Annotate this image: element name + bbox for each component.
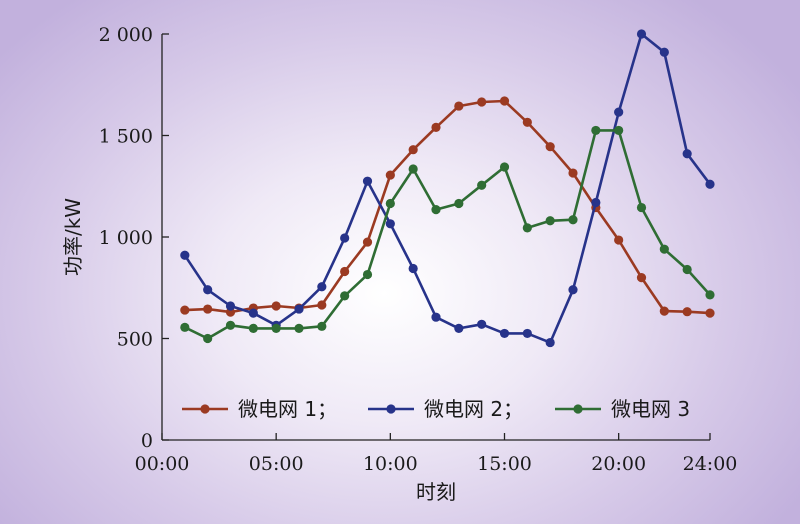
series-1-point bbox=[385, 170, 395, 180]
series-1-point bbox=[203, 304, 213, 314]
legend-label: 微电网 1； bbox=[238, 397, 337, 421]
series-1-point bbox=[682, 307, 692, 317]
series-2-point bbox=[362, 176, 373, 186]
series-3-point bbox=[705, 290, 715, 300]
series-1-point bbox=[340, 266, 350, 277]
series-1-point bbox=[545, 142, 555, 152]
series-1-point bbox=[659, 306, 669, 316]
series-1-point bbox=[568, 168, 578, 178]
legend-item-2: 微电网 2； bbox=[368, 397, 523, 421]
series-2-point bbox=[568, 285, 578, 295]
series-3-point bbox=[248, 323, 258, 333]
y-tick-label: 0 bbox=[141, 430, 153, 452]
legend-swatch-marker bbox=[573, 404, 583, 414]
legend-swatch-marker bbox=[200, 404, 210, 414]
series-1-point bbox=[705, 308, 715, 318]
series-3-point bbox=[454, 198, 464, 209]
y-tick-label: 2 000 bbox=[99, 24, 153, 46]
series-2-point bbox=[522, 328, 532, 339]
series-3-point bbox=[271, 323, 281, 333]
series-2-line bbox=[183, 32, 712, 344]
series-3-point bbox=[568, 215, 578, 225]
series-3-point bbox=[522, 223, 532, 233]
series-1-point bbox=[362, 237, 373, 247]
series-2-point bbox=[659, 47, 669, 57]
series-1-point bbox=[499, 96, 510, 106]
y-tick-label: 1 000 bbox=[99, 227, 153, 249]
series-2-point bbox=[499, 328, 510, 339]
series-3-point bbox=[340, 291, 350, 301]
series-2-point bbox=[705, 179, 715, 189]
series-3-point bbox=[659, 244, 669, 254]
legend-item-3: 微电网 3 bbox=[555, 397, 690, 421]
series-2-point bbox=[340, 233, 350, 243]
axis-ticks: 0 500 1 000 1 500 2 000 00:00 05:00 10:00 15:00 2… bbox=[99, 24, 738, 475]
series-2-point bbox=[317, 282, 327, 292]
series-2-point bbox=[408, 263, 418, 274]
series-1-point bbox=[431, 122, 441, 132]
series-2-point bbox=[385, 219, 395, 229]
series-2-point bbox=[225, 301, 236, 311]
series-3-point bbox=[499, 162, 510, 172]
series-2-point bbox=[591, 197, 601, 208]
series-3-point bbox=[408, 164, 418, 174]
series-3-point bbox=[180, 322, 190, 332]
series-2-point bbox=[248, 308, 258, 318]
series-1-point bbox=[636, 273, 647, 283]
series-3-point bbox=[636, 202, 647, 213]
series-1-point bbox=[317, 300, 327, 310]
series-1-point bbox=[180, 305, 190, 315]
y-axis-title: 功率/kW bbox=[61, 198, 85, 276]
x-axis-title: 时刻 bbox=[416, 480, 456, 504]
series-2-point bbox=[636, 29, 647, 39]
series-2-point bbox=[294, 304, 304, 314]
series-2-point bbox=[682, 149, 692, 159]
x-tick-label: 15:00 bbox=[477, 453, 532, 475]
series-1-point bbox=[454, 101, 464, 111]
y-tick-label: 1 500 bbox=[99, 126, 153, 148]
series-2 bbox=[180, 29, 715, 348]
series-3-point bbox=[431, 204, 441, 215]
series-2-point bbox=[203, 285, 213, 295]
series-2-point bbox=[454, 323, 464, 333]
series-3-point bbox=[225, 320, 236, 330]
series-3-point bbox=[591, 125, 601, 136]
series-1-point bbox=[522, 117, 532, 127]
x-tick-label: 10:00 bbox=[363, 453, 418, 475]
x-tick-label: 24:00 bbox=[683, 453, 738, 475]
series-3-point bbox=[385, 198, 395, 209]
x-tick-label: 20:00 bbox=[591, 453, 646, 475]
series-1-point bbox=[477, 97, 487, 107]
series-3-point bbox=[317, 321, 327, 331]
series-1-point bbox=[408, 145, 418, 155]
series-2-point bbox=[545, 337, 555, 348]
series-2-point bbox=[431, 312, 441, 322]
series-3-point bbox=[545, 216, 555, 226]
legend-item-1: 微电网 1； bbox=[182, 397, 337, 421]
series-3-point bbox=[682, 264, 692, 275]
y-tick-label: 500 bbox=[117, 329, 153, 351]
series-3-point bbox=[477, 180, 487, 190]
series-2-point bbox=[477, 319, 487, 329]
series-2-point bbox=[180, 250, 190, 260]
series-3 bbox=[180, 125, 715, 344]
series-3-point bbox=[362, 269, 373, 280]
legend-swatch-marker bbox=[386, 404, 396, 414]
series-3-point bbox=[203, 333, 213, 344]
legend: 微电网 1； 微电网 2； 微电网 3 bbox=[182, 397, 690, 421]
series-1-point bbox=[614, 235, 624, 245]
x-tick-label: 05:00 bbox=[249, 453, 304, 475]
series-3-point bbox=[294, 323, 304, 333]
legend-label: 微电网 2； bbox=[424, 397, 523, 421]
series-3-point bbox=[614, 125, 624, 136]
x-tick-label: 00:00 bbox=[135, 453, 190, 475]
series-2-point bbox=[614, 107, 624, 117]
legend-label: 微电网 3 bbox=[611, 397, 690, 421]
plot-area bbox=[180, 29, 715, 348]
series-1-point bbox=[271, 301, 281, 311]
